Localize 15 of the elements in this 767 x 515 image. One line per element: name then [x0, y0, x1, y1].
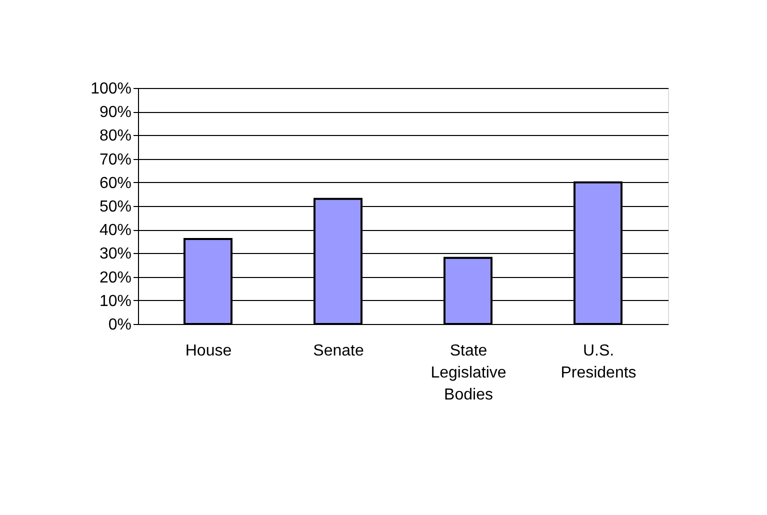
- y-tick-label: 0%: [108, 316, 132, 334]
- x-tick-label: House: [185, 342, 232, 360]
- y-tick-label: 70%: [99, 151, 132, 168]
- y-tick-label: 50%: [99, 198, 132, 216]
- y-tick-label: 10%: [99, 292, 132, 310]
- x-tick-label: U.S. Presidents: [560, 342, 636, 382]
- y-tick-label: 20%: [99, 269, 132, 286]
- y-tick-label: 60%: [99, 174, 132, 192]
- y-tick-label: 90%: [99, 104, 132, 122]
- y-tick-label: 30%: [99, 246, 132, 263]
- x-tick-label: State Legislative Bodies: [430, 342, 506, 404]
- x-tick-label: Senate: [313, 342, 364, 360]
- y-tick-label: 40%: [99, 222, 132, 240]
- y-tick-label: 80%: [99, 128, 132, 145]
- y-tick-label: 100%: [90, 80, 132, 98]
